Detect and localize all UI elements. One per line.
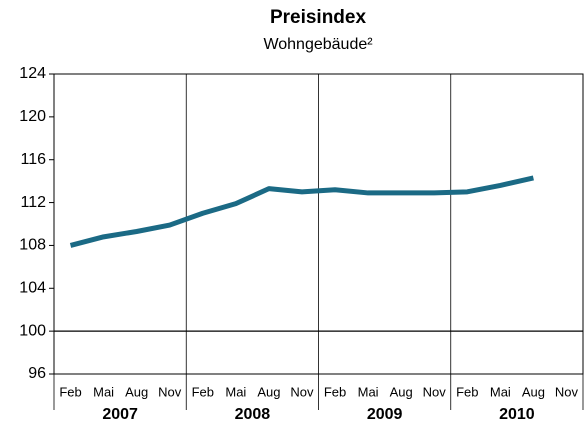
y-tick-label: 96	[28, 365, 46, 382]
group-label: 2009	[367, 406, 403, 423]
x-tick-label: Mai	[93, 384, 114, 399]
group-label: 2010	[499, 406, 535, 423]
y-tick-label: 116	[20, 151, 46, 168]
x-tick-label: Mai	[490, 384, 511, 399]
x-tick-label: Aug	[125, 384, 148, 399]
x-tick-label: Nov	[290, 384, 314, 399]
x-tick-label: Mai	[225, 384, 246, 399]
x-tick-label: Nov	[158, 384, 182, 399]
x-tick-label: Nov	[555, 384, 579, 399]
y-tick-label: 100	[19, 322, 46, 339]
data-line	[69, 175, 534, 248]
y-tick-label: 120	[19, 108, 46, 125]
group-label: 2008	[235, 406, 271, 423]
group-label: 2007	[102, 406, 138, 423]
x-tick-label: Aug	[390, 384, 413, 399]
y-tick-label: 104	[19, 280, 46, 297]
x-tick-label: Mai	[358, 384, 379, 399]
x-tick-label: Feb	[324, 384, 346, 399]
y-tick-label: 108	[19, 237, 46, 254]
x-tick-label: Feb	[192, 384, 214, 399]
x-tick-label: Aug	[522, 384, 545, 399]
x-tick-label: Nov	[423, 384, 447, 399]
x-tick-label: Feb	[59, 384, 81, 399]
y-tick-label: 112	[20, 194, 46, 211]
x-tick-label: Aug	[257, 384, 280, 399]
x-tick-label: Feb	[456, 384, 478, 399]
chart-title: Preisindex	[270, 7, 367, 28]
y-tick-label: 124	[19, 65, 46, 82]
chart-subtitle: Wohngebäude²	[263, 36, 373, 53]
